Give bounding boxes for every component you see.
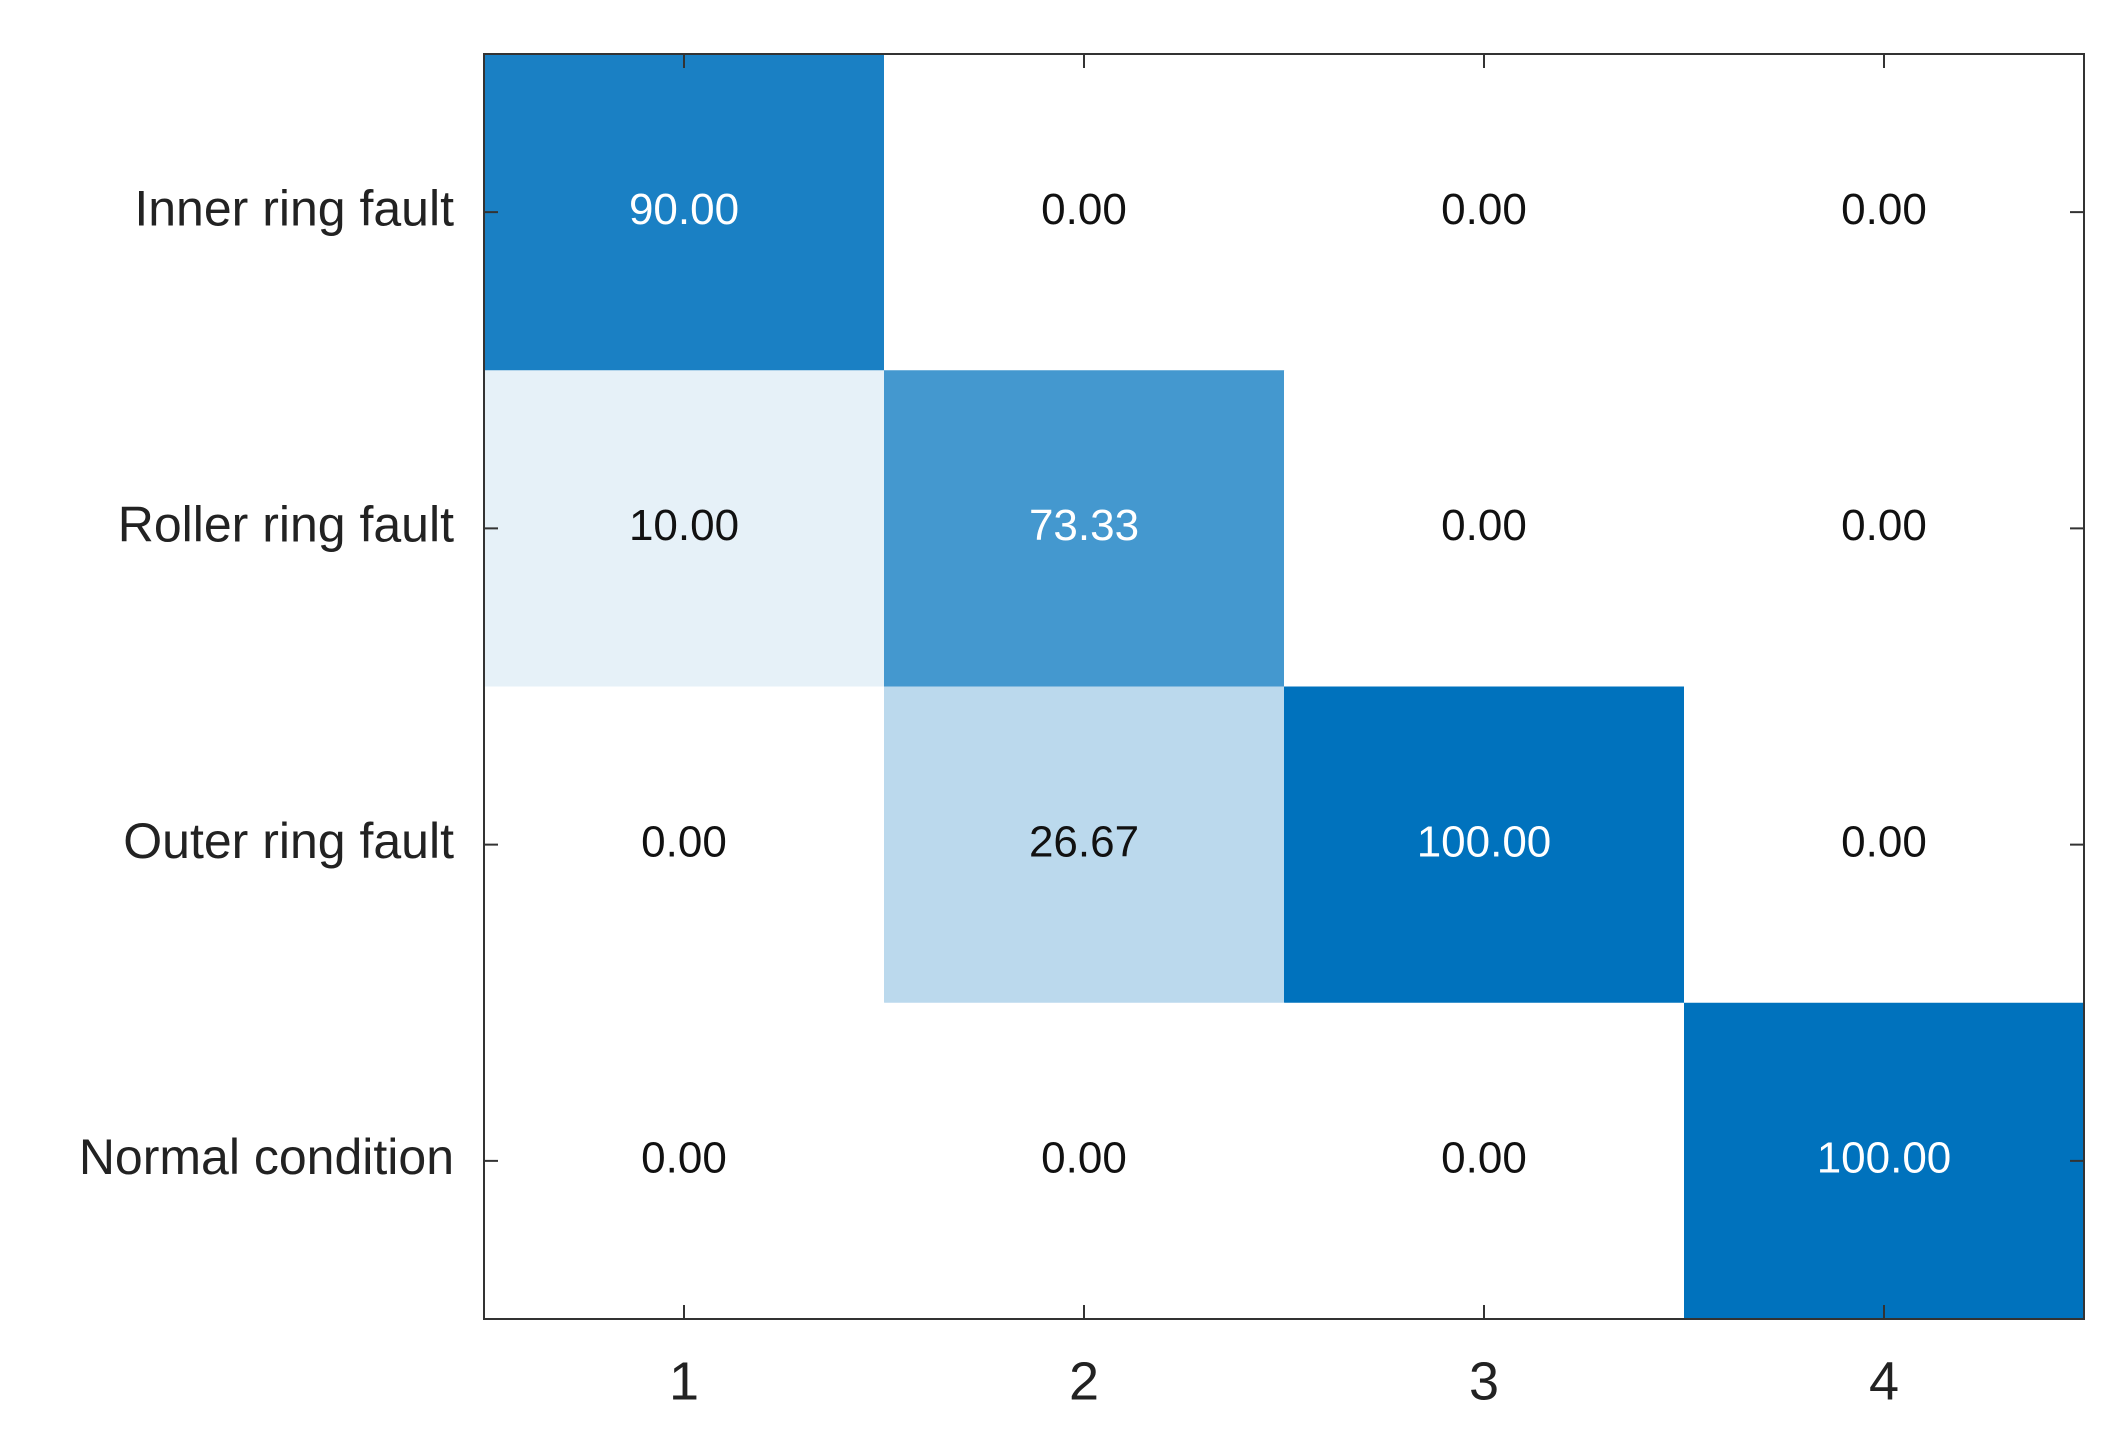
cell-label: 90.00 — [629, 185, 739, 234]
cell-label: 26.67 — [1029, 817, 1139, 866]
cell-label: 100.00 — [1417, 817, 1552, 866]
x-tick-label: 1 — [669, 1351, 699, 1411]
cell-label: 0.00 — [1441, 185, 1527, 234]
cell — [484, 686, 885, 1004]
cell — [1284, 686, 1685, 1004]
cell-label: 100.00 — [1817, 1134, 1952, 1183]
cell-label: 0.00 — [1841, 501, 1927, 550]
cell — [484, 370, 885, 687]
cell-label: 0.00 — [1841, 185, 1927, 234]
cell-label: 0.00 — [1841, 817, 1927, 866]
cell — [1684, 686, 2085, 1004]
y-tick-label: Outer ring fault — [123, 813, 454, 869]
x-tick-label: 4 — [1869, 1351, 1899, 1411]
cell — [884, 1002, 1285, 1320]
y-tick-label: Inner ring fault — [134, 180, 454, 236]
cell — [1684, 370, 2085, 687]
cell-label: 0.00 — [641, 817, 727, 866]
cell — [884, 370, 1285, 687]
y-tick-label: Roller ring fault — [118, 497, 454, 553]
cell — [484, 54, 885, 371]
cell — [884, 54, 1285, 371]
cell — [1684, 54, 2085, 371]
x-tick-label: 2 — [1069, 1351, 1099, 1411]
cell-label: 0.00 — [1441, 1134, 1527, 1183]
y-tick-label: Normal condition — [79, 1129, 454, 1185]
cell — [884, 686, 1285, 1004]
x-tick-label: 3 — [1469, 1351, 1499, 1411]
cell-label: 0.00 — [1041, 1134, 1127, 1183]
cell — [484, 1002, 885, 1320]
plot-frame — [483, 53, 2085, 1320]
cell — [1684, 1002, 2085, 1320]
cell-label: 10.00 — [629, 501, 739, 550]
cell — [1284, 370, 1685, 687]
cell-label: 0.00 — [641, 1134, 727, 1183]
cell — [1284, 54, 1685, 371]
cell-label: 73.33 — [1029, 501, 1139, 550]
cell-label: 0.00 — [1041, 185, 1127, 234]
cell — [1284, 1002, 1685, 1320]
cell-label: 0.00 — [1441, 501, 1527, 550]
